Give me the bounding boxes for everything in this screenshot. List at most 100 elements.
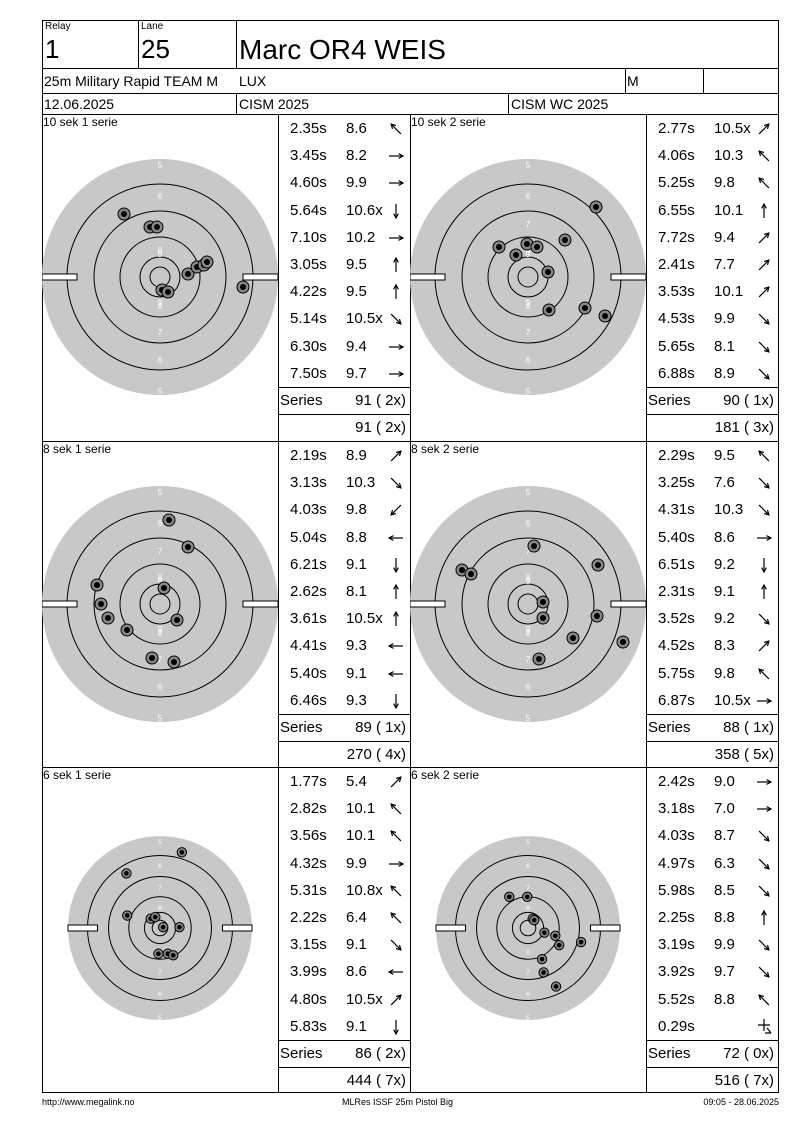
shot-row: 3.15s 9.1 — [278, 932, 410, 959]
shot-time: 6.87s — [658, 691, 695, 709]
series-title: 10 sek 2 serie — [411, 115, 486, 129]
shot-direction-icon — [758, 286, 770, 298]
shot-time: 2.62s — [290, 583, 327, 600]
ring-label: 9 — [158, 625, 163, 634]
shot-row: 5.40s 8.6 — [646, 525, 778, 552]
shot-score: 9.5 — [346, 283, 367, 301]
series-total: 90 ( 1x) — [723, 392, 774, 409]
shot-row: 7.10s 10.2 — [278, 225, 410, 252]
shot-time: 2.31s — [658, 583, 695, 600]
shot-hole-center — [506, 894, 512, 900]
shot-row: 2.42s 9.0 — [646, 769, 778, 796]
footer-url[interactable]: http://www.megalink.no — [42, 1097, 135, 1107]
ring-label: 6 — [526, 519, 531, 528]
shot-score: 10.3 — [714, 147, 744, 165]
target-ring — [461, 210, 595, 344]
shot-hole-center — [602, 313, 608, 319]
shot-direction-icon — [387, 670, 403, 677]
shot-row: 3.45s 8.2 — [278, 143, 410, 170]
shot-hole-center — [545, 269, 551, 275]
shot-time: 2.35s — [290, 120, 327, 137]
divider — [278, 714, 410, 715]
shot-score: 6.4 — [346, 909, 367, 926]
series-title: 8 sek 1 serie — [43, 442, 112, 456]
ring-label: 8 — [526, 302, 531, 311]
shot-row: 4.03s 9.8 — [278, 497, 410, 524]
shot-direction-icon — [757, 534, 773, 541]
series-label: Series — [280, 392, 323, 409]
shot-direction-icon — [389, 343, 405, 350]
shot-score: 9.7 — [346, 364, 367, 382]
shot-row: 4.32s 9.9 — [278, 851, 410, 878]
shot-hole-center — [578, 939, 584, 945]
shot-hole-center — [540, 615, 546, 621]
shot-direction-icon — [758, 368, 770, 380]
series-total: 89 ( 1x) — [355, 719, 406, 736]
shot-hole-center — [536, 656, 542, 662]
divider — [646, 1040, 778, 1041]
ring-label: 7 — [526, 885, 530, 892]
shot-direction-icon — [390, 803, 402, 815]
shot-time: 3.53s — [658, 283, 695, 301]
ring-label: 7 — [526, 328, 531, 337]
ring-label: 7 — [526, 655, 531, 664]
shot-hole-center — [166, 517, 172, 523]
shot-score: 10.5x — [714, 120, 751, 137]
ring-label: 6 — [158, 991, 162, 998]
shot-row: 7.72s 9.4 — [646, 225, 778, 252]
shot-row: 0.29s — [646, 1014, 778, 1041]
shot-hole-center — [156, 951, 161, 957]
shot-hole-center — [553, 984, 559, 989]
shot-hole-center — [496, 244, 502, 250]
ring-label: 9 — [158, 250, 163, 259]
target-side-mark — [67, 924, 98, 932]
shot-time: 5.40s — [290, 664, 327, 682]
ring-label: 7 — [158, 655, 163, 664]
series-title: 6 sek 2 serie — [411, 768, 480, 782]
shot-row: 4.06s 10.3 — [646, 143, 778, 170]
shot-time: 7.72s — [658, 228, 695, 246]
shot-row: 4.03s 8.7 — [646, 823, 778, 850]
shot-time: 2.82s — [290, 800, 327, 818]
shot-direction-icon — [761, 583, 767, 599]
shot-hole-center — [124, 913, 130, 918]
shot-score: 9.2 — [714, 610, 735, 628]
shot-hole-center — [552, 933, 558, 939]
shot-hole-center — [152, 914, 158, 920]
shooter-name: Marc OR4 WEIS — [239, 34, 446, 65]
ring-label: 7 — [158, 547, 163, 556]
shot-time: 5.75s — [658, 664, 695, 682]
shot-direction-icon — [758, 477, 770, 489]
shot-score: 9.9 — [714, 936, 735, 954]
series-label: Series — [648, 1045, 691, 1062]
ring-label: 8 — [526, 949, 530, 956]
shot-row: 5.64s 10.6x — [278, 198, 410, 225]
shot-score: 9.1 — [714, 583, 735, 600]
shot-hole-center — [541, 970, 546, 975]
ring-label: 7 — [158, 969, 162, 976]
shot-score: 9.1 — [346, 555, 367, 573]
shot-row: 6.46s 9.3 — [278, 688, 410, 715]
ring-label: 9 — [158, 577, 163, 586]
shot-time: 4.22s — [290, 283, 327, 301]
shot-hole-center — [570, 635, 576, 641]
shot-direction-icon — [758, 967, 770, 979]
shot-score: 9.9 — [346, 854, 367, 872]
ring-label: 8 — [158, 302, 163, 311]
shot-score: 9.8 — [346, 501, 367, 519]
target-face — [410, 486, 646, 722]
target-side-mark — [242, 600, 278, 608]
shot-time: 2.25s — [658, 909, 695, 926]
shot-score: 7.0 — [714, 800, 735, 818]
divider — [278, 741, 410, 742]
shot-time: 2.22s — [290, 909, 327, 926]
shot-hole-center — [594, 613, 600, 619]
series-label: Series — [280, 1045, 323, 1062]
competition: CISM 2025 — [239, 96, 310, 112]
ring-label: 8 — [526, 573, 531, 582]
shot-row: 2.35s 8.6 — [278, 116, 410, 143]
shot-hole-center — [531, 917, 537, 923]
shot-hole-center — [459, 567, 465, 573]
relay-value: 1 — [45, 34, 60, 64]
ring-label: 9 — [158, 298, 163, 307]
